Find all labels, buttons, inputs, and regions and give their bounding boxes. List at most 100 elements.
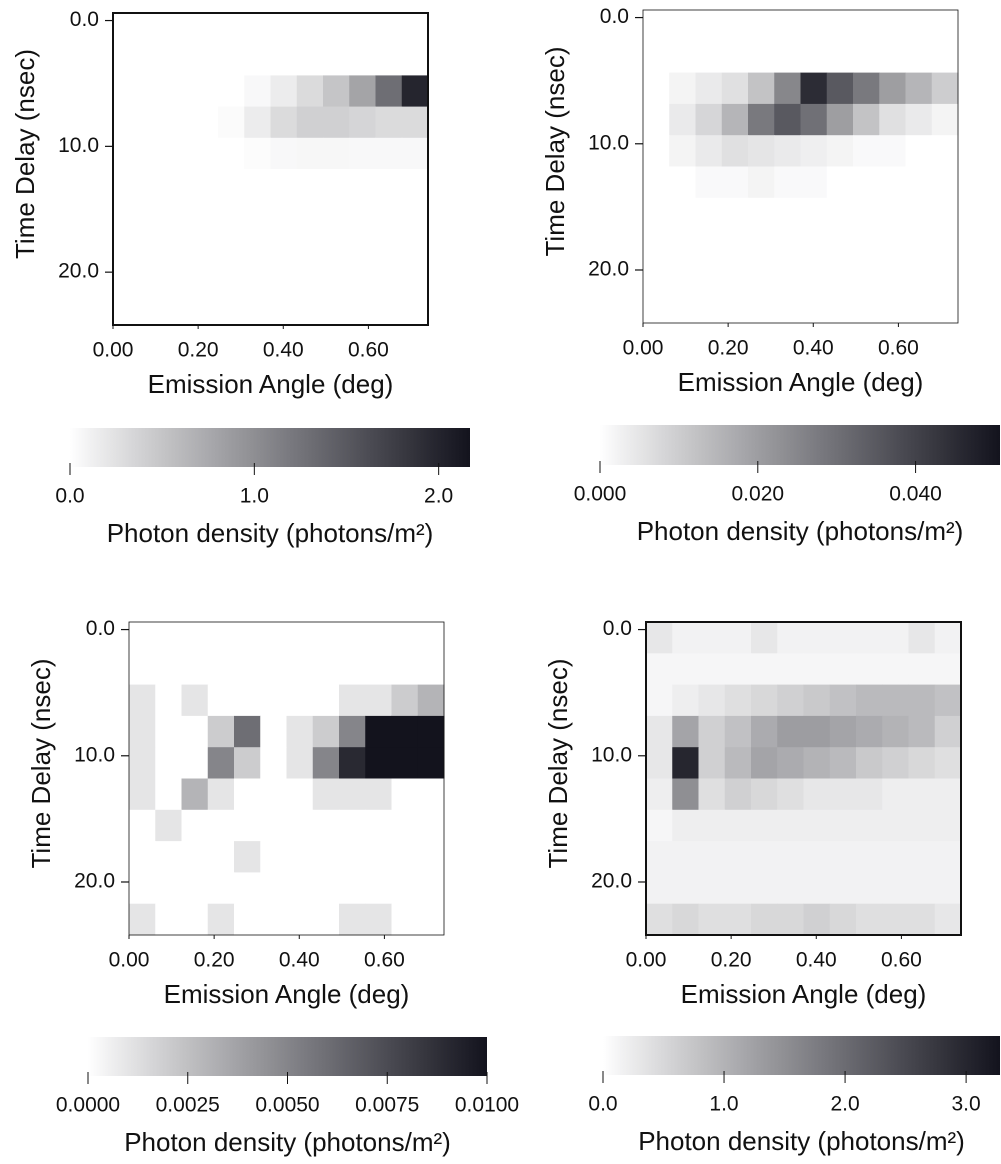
heatmap-cell [244,137,271,170]
heatmap-cell [349,262,376,295]
colorbar-tick-label: 0.000 [574,483,627,506]
heatmap-cell [882,809,909,842]
heatmap-cell [669,166,696,199]
heatmap-cell [882,622,909,654]
heatmap-cell [800,103,828,136]
heatmap-cell [286,747,314,779]
heatmap-cell [882,715,909,748]
heatmap-cell [191,262,219,295]
heatmap-cell [375,293,403,326]
heatmap-cell [826,10,854,42]
colorbar-tick-label: 0.0100 [455,1094,519,1117]
heatmap-cell [260,715,287,748]
heatmap-cell [853,10,880,42]
heatmap-cell [244,13,271,45]
heatmap-cell [349,293,376,326]
y-tick-label: 20.0 [58,260,99,283]
heatmap-cell [113,169,140,201]
y-tick-label: 0.0 [600,5,629,28]
heatmap-cell [234,809,261,842]
heatmap-cell [339,903,366,936]
heatmap-cell [296,293,324,326]
x-tick-label: 0.40 [263,339,304,362]
heatmap-cell [323,169,350,201]
heatmap-cell [312,778,340,811]
heatmap-cell [181,903,209,936]
x-tick-label: 0.60 [881,949,922,972]
heatmap-cell [417,809,445,842]
heatmap-cell [207,715,235,748]
heatmap-cell [312,653,340,686]
heatmap-cell [826,72,854,105]
y-axis-label: Time Delay (nsec) [10,49,40,259]
heatmap-cell [391,903,419,936]
heatmap-cell [800,41,828,74]
heatmap-cell [853,166,880,199]
heatmap-cell [721,229,749,261]
heatmap-cell [113,137,140,170]
heatmap-cell [391,715,419,748]
heatmap-cell [286,903,314,936]
heatmap-cell [672,841,699,873]
heatmap-cell [349,137,376,170]
x-tick-label: 0.20 [708,337,749,360]
heatmap-cell [323,13,350,45]
colorbar-tick-label: 0.0 [588,1093,617,1116]
heatmap-cell [931,10,959,42]
heatmap-cell [826,229,854,261]
heatmap-cell [260,622,287,654]
heatmap-cell [139,106,166,139]
heatmap-cell [829,841,857,873]
heatmap-cell [207,747,235,779]
heatmap-cell [800,197,828,230]
heatmap-cell [296,231,324,264]
heatmap-cell [672,747,699,779]
heatmap-cell [905,291,933,324]
heatmap-cell [882,903,909,936]
heatmap-cell [129,684,156,717]
heatmap-cell [165,13,193,45]
heatmap-cell [270,200,298,232]
heatmap-cell [751,872,778,905]
x-axis-label: Emission Angle (deg) [164,979,410,1009]
colorbar-tick-label: 0.0000 [56,1094,120,1117]
heatmap-cell [244,231,271,264]
heatmap-cell [695,260,723,293]
heatmap-cell [669,260,696,293]
heatmap-cell [905,72,933,105]
heatmap-cell [643,103,670,136]
heatmap-cell [339,809,366,842]
heatmap-cell [803,747,831,779]
heatmap-cell [803,841,831,873]
heatmap-cell [853,103,880,136]
heatmap-cell [826,197,854,230]
heatmap-cell [698,684,726,717]
heatmap-cell [721,41,749,74]
heatmap-cell [721,197,749,230]
colorbar-label: Photon density (photons/m²) [638,1126,965,1156]
heatmap-cell [349,231,376,264]
colorbar-tick-label: 2.0 [830,1093,859,1116]
heatmap-cell [155,622,182,654]
heatmap-cell [181,622,209,654]
heatmap-cell [323,293,350,326]
heatmap-cell [391,747,419,779]
heatmap-cell [853,41,880,74]
heatmap-cell [155,778,182,811]
heatmap-cell [181,684,209,717]
heatmap-cell [724,903,752,936]
heatmap-cell [191,13,219,45]
heatmap-cell [695,166,723,199]
heatmap-cell [207,778,235,811]
heatmap-cell [296,262,324,295]
heatmap-cell [349,44,376,76]
heatmap-cell [286,841,314,873]
heatmap-cell [724,622,752,654]
heatmap-cell [908,715,936,748]
heatmap-cell [155,653,182,686]
heatmap-cell [882,653,909,686]
heatmap-cell [803,715,831,748]
heatmap-cell [155,715,182,748]
heatmap-cell [218,44,245,76]
y-tick-label: 10.0 [74,743,115,766]
